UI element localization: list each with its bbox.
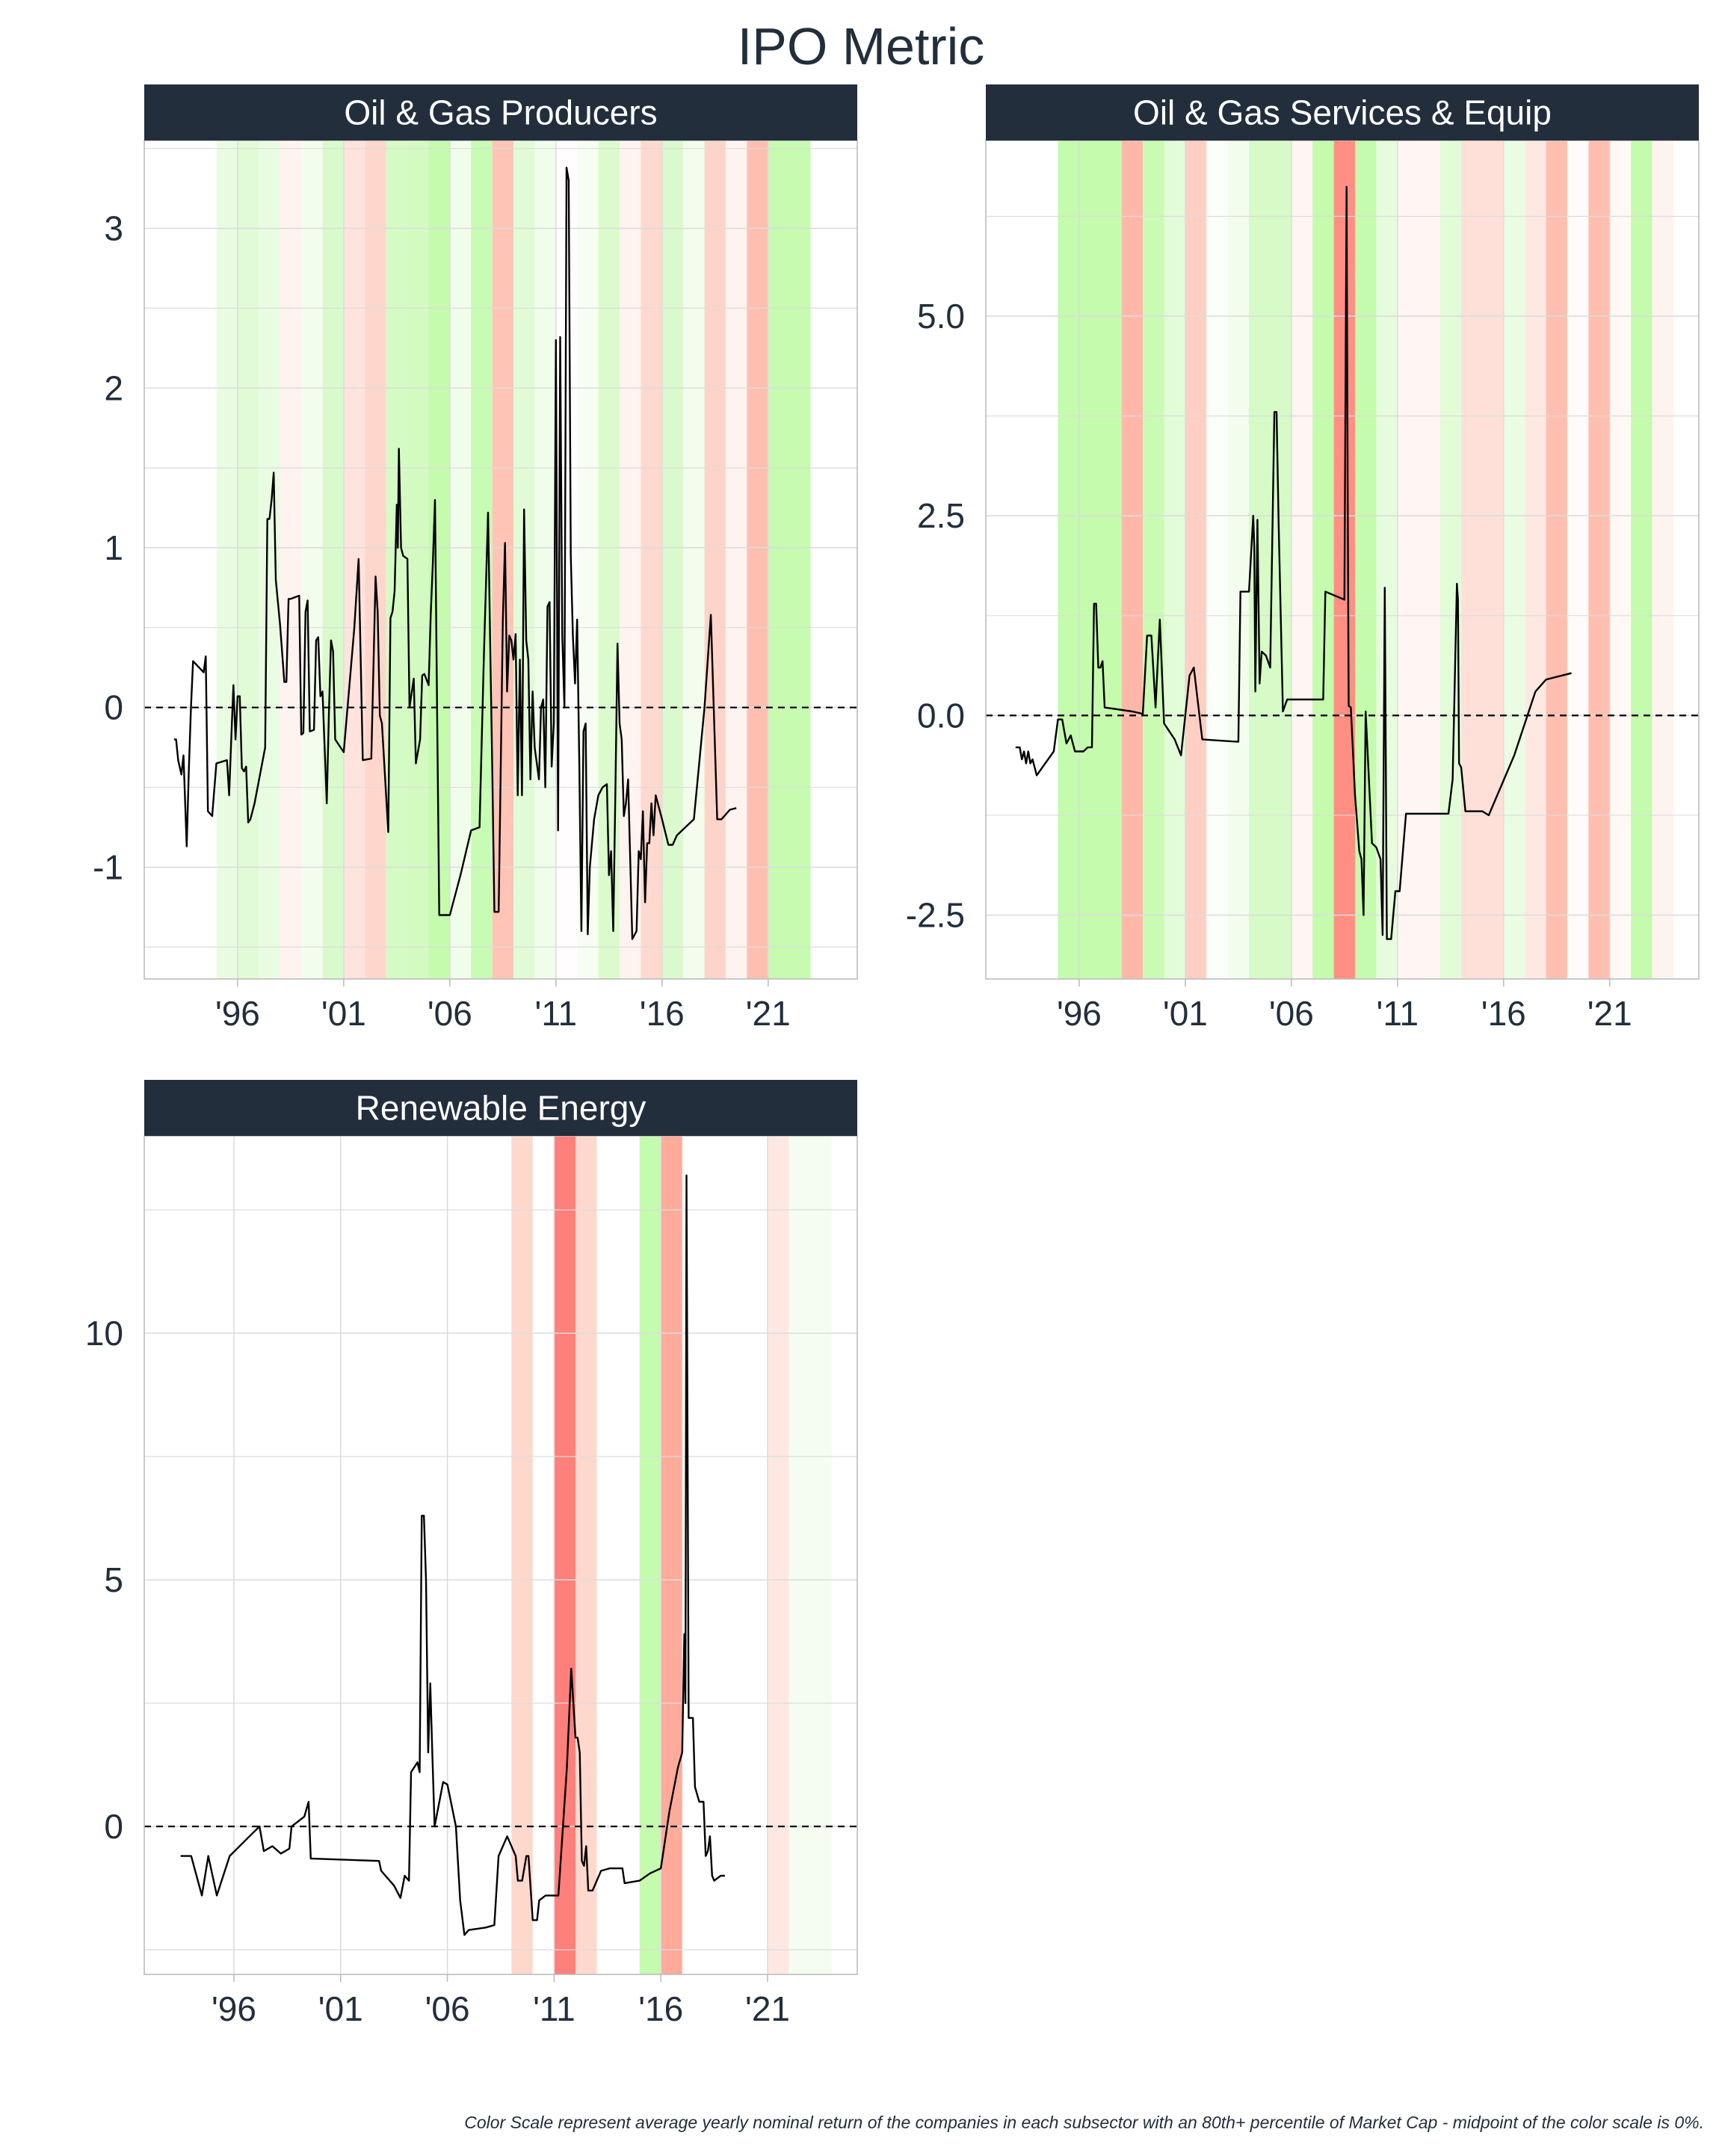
series-line (180, 1174, 725, 1936)
year-band (768, 1136, 789, 1974)
x-tick-label: '96 (212, 1989, 256, 2028)
year-band (1227, 140, 1250, 979)
year-band (683, 140, 705, 979)
year-band (532, 1136, 555, 1974)
y-tick-label: 5.0 (917, 297, 965, 336)
x-tick-label: '11 (1377, 994, 1419, 1033)
year-band (492, 140, 514, 979)
facet-strip (144, 84, 857, 140)
y-tick-label: 2.5 (917, 496, 965, 535)
x-tick-label: '01 (321, 994, 366, 1033)
x-tick-label: '21 (745, 1989, 790, 2028)
y-tick-label: 0 (104, 688, 123, 727)
y-tick-label: 0 (104, 1807, 123, 1846)
x-tick-label: '06 (1269, 994, 1314, 1033)
year-band (747, 140, 768, 979)
year-band (1631, 140, 1652, 979)
year-band (237, 140, 259, 979)
year-band (1121, 140, 1144, 979)
x-tick-label: '06 (425, 1989, 470, 2028)
year-band (301, 140, 323, 979)
year-band (1164, 140, 1185, 979)
year-band (407, 140, 429, 979)
year-band (1185, 140, 1207, 979)
facet-strip-title: Renewable Energy (356, 1089, 646, 1128)
x-tick-label: '21 (746, 994, 791, 1033)
facet-strip-title: Oil & Gas Services & Equip (1133, 93, 1552, 132)
x-tick-label: '16 (1481, 994, 1526, 1033)
y-tick-label: 2 (104, 368, 123, 407)
year-band (216, 140, 238, 979)
year-band (386, 140, 408, 979)
x-tick-label: '96 (215, 994, 260, 1033)
year-band (789, 1136, 832, 1974)
y-tick-label: 5 (104, 1560, 123, 1599)
x-tick-label: '21 (1587, 994, 1632, 1033)
x-tick-label: '01 (1163, 994, 1208, 1033)
year-band (639, 1136, 661, 1974)
y-tick-label: 1 (104, 528, 123, 567)
year-band (1588, 140, 1610, 979)
y-tick-label: 10 (85, 1314, 123, 1353)
year-band (1439, 140, 1461, 979)
x-tick-label: '96 (1057, 994, 1102, 1033)
year-band (1206, 140, 1228, 979)
year-band (259, 140, 280, 979)
y-tick-label: 0.0 (917, 696, 965, 735)
year-band (1312, 140, 1334, 979)
year-band (1058, 140, 1122, 979)
year-band (1546, 140, 1567, 979)
x-tick-label: '11 (535, 994, 578, 1033)
y-tick-label: 3 (104, 209, 123, 248)
year-band (1249, 140, 1292, 979)
x-tick-label: '16 (640, 994, 685, 1033)
x-tick-label: '11 (533, 1989, 575, 2028)
year-band (1397, 140, 1440, 979)
year-band (575, 1136, 597, 1974)
year-band (661, 140, 684, 979)
year-band (725, 140, 747, 979)
year-band (322, 140, 344, 979)
facet-panel-3: Renewable Energy '96 '01 '06 '11 '16 '21 0 5 10 (85, 1080, 858, 2028)
facet-strip-title: Oil & Gas Producers (344, 93, 657, 132)
x-tick-label: '01 (318, 1989, 363, 2028)
year-band (534, 140, 556, 979)
year-band (280, 140, 302, 979)
year-band (704, 140, 726, 979)
year-band (554, 1136, 575, 1974)
chart-caption: Color Scale represent average yearly nom… (464, 2113, 1704, 2132)
year-band (511, 1136, 533, 1974)
y-tick-label: -1 (93, 847, 123, 886)
facet-strip (144, 1080, 857, 1136)
facet-strip (986, 84, 1699, 140)
year-band (1355, 140, 1377, 979)
year-band (343, 140, 365, 979)
year-band (768, 140, 811, 979)
year-band (1567, 140, 1589, 979)
year-band (1609, 140, 1632, 979)
year-band (1143, 140, 1164, 979)
year-band (449, 140, 472, 979)
year-band (365, 140, 386, 979)
series-line (173, 167, 737, 940)
year-band (1503, 140, 1525, 979)
y-tick-label: -2.5 (906, 896, 965, 935)
facet-panel-1: Oil & Gas Producers '96 '01 '06 '11 '16 '21 -1 0… (93, 84, 858, 1033)
year-band (1652, 140, 1673, 979)
series-line (1015, 185, 1572, 940)
chart-title: IPO Metric (738, 17, 985, 75)
year-band (1291, 140, 1313, 979)
year-band (661, 1136, 682, 1974)
year-band (1461, 140, 1504, 979)
x-tick-label: '06 (428, 994, 472, 1033)
x-tick-label: '16 (638, 1989, 683, 2028)
facet-panel-2: Oil & Gas Services & Equip '96 '01 '06 '11 '1… (906, 84, 1700, 1033)
year-band (1525, 140, 1546, 979)
